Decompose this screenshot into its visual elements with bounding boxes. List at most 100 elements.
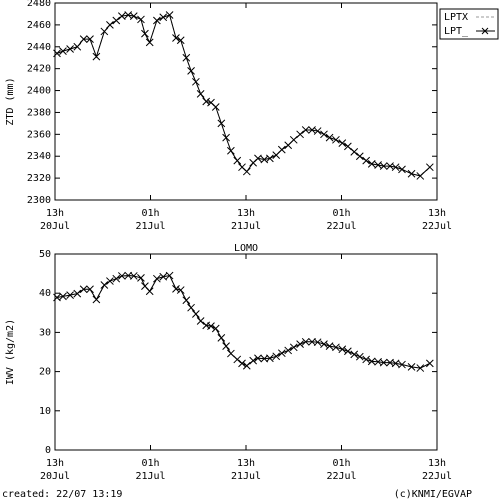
point-marker (398, 165, 406, 174)
point-marker (266, 354, 274, 363)
point-marker (92, 52, 101, 61)
point-marker (176, 36, 185, 45)
point-marker (233, 355, 242, 364)
point-marker (106, 277, 114, 285)
point-marker (165, 11, 174, 19)
point-marker (192, 310, 200, 318)
point-marker (153, 16, 161, 25)
legend-box (439, 8, 499, 40)
point-marker (165, 271, 174, 280)
point-marker (106, 21, 114, 29)
point-marker (425, 359, 434, 368)
point-marker (217, 334, 226, 342)
point-marker (211, 324, 220, 333)
series-line (56, 14, 431, 177)
point-marker (301, 126, 310, 134)
point-marker (137, 274, 145, 282)
point-marker (277, 145, 286, 154)
point-marker (338, 139, 347, 147)
point-marker (332, 135, 340, 144)
point-marker (137, 15, 145, 24)
point-marker (79, 285, 88, 294)
point-marker (172, 285, 180, 293)
x-tick-label: 21Jul (135, 471, 165, 482)
point-marker (391, 359, 400, 368)
point-marker (117, 272, 126, 280)
x-tick-label: 21Jul (231, 471, 261, 482)
x-tick-label: 13h (428, 458, 446, 469)
point-marker (350, 147, 359, 156)
point-marker (117, 12, 126, 20)
point-marker (391, 163, 400, 172)
point-marker (159, 13, 168, 22)
y-tick-label: 2320 (27, 173, 51, 184)
point-marker (187, 67, 195, 75)
chart-title: LOMO (234, 243, 258, 254)
y-axis-label: ZTD (mm) (5, 77, 16, 125)
y-tick-label: 2300 (27, 195, 51, 206)
series-line (56, 274, 431, 369)
legend-label: LPT_ (444, 26, 469, 37)
point-marker (320, 340, 328, 349)
point-marker (254, 354, 262, 363)
y-tick-label: 10 (39, 406, 51, 417)
point-marker (367, 357, 376, 366)
y-tick-label: 2360 (27, 129, 51, 140)
y-tick-label: 20 (39, 367, 51, 378)
point-marker (86, 285, 94, 294)
point-marker (222, 342, 230, 350)
copyright-note: (c)KNMI/EGVAP (394, 489, 472, 500)
point-marker (416, 172, 425, 180)
point-marker (207, 322, 215, 330)
point-marker (145, 287, 154, 296)
point-marker (227, 146, 235, 155)
point-marker (344, 142, 352, 151)
point-marker (227, 349, 235, 358)
point-marker (398, 360, 406, 369)
point-marker (172, 34, 180, 42)
point-marker (362, 355, 371, 364)
point-marker (129, 12, 138, 20)
point-marker (196, 89, 205, 98)
point-marker (66, 291, 74, 300)
point-marker (92, 295, 101, 304)
y-tick-label: 2420 (27, 64, 51, 75)
point-marker (153, 274, 161, 283)
point-marker (196, 317, 205, 325)
y-tick-label: 2480 (27, 0, 51, 9)
point-marker (112, 274, 121, 283)
point-marker (416, 364, 425, 372)
point-marker (350, 350, 359, 359)
point-marker (233, 156, 242, 165)
point-marker (112, 16, 121, 25)
point-marker (313, 127, 322, 135)
point-marker (338, 345, 347, 354)
created-note: created: 22/07 13:19 (2, 489, 122, 500)
y-axis-label: IWV (kg/m2) (5, 319, 16, 385)
point-marker (73, 289, 82, 298)
point-marker (249, 356, 258, 365)
legend-marker (481, 27, 489, 35)
y-tick-label: 30 (39, 327, 51, 338)
y-tick-label: 2400 (27, 86, 51, 97)
x-tick-label: 20Jul (40, 221, 70, 232)
x-tick-label: 22Jul (422, 221, 452, 232)
point-marker (254, 154, 262, 163)
point-marker (53, 293, 61, 302)
point-marker (242, 167, 251, 176)
point-marker (73, 42, 82, 51)
point-marker (289, 343, 298, 352)
point-marker (344, 347, 352, 356)
point-marker (182, 296, 191, 305)
series-line (56, 14, 431, 177)
x-tick-label: 21Jul (135, 221, 165, 232)
point-marker (296, 340, 304, 349)
point-marker (182, 53, 191, 62)
point-marker (222, 133, 230, 142)
point-marker (355, 152, 364, 161)
point-marker (407, 363, 416, 371)
series-line (56, 274, 431, 369)
y-tick-label: 2380 (27, 107, 51, 118)
point-marker (325, 342, 334, 350)
point-marker (379, 162, 388, 170)
